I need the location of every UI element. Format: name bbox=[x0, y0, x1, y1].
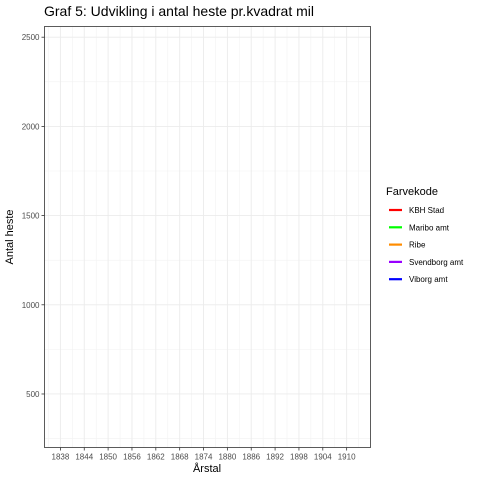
legend-label: Maribo amt bbox=[409, 223, 450, 232]
x-tick-label: 1892 bbox=[266, 453, 284, 462]
legend: Farvekode KBH Stad Maribo amt Ribe Svendbor… bbox=[386, 186, 464, 284]
y-tick-label: 500 bbox=[26, 390, 40, 399]
x-axis: 1838 1844 1850 1856 1862 1868 1874 1880 1886 1892… bbox=[52, 447, 356, 462]
x-tick-label: 1856 bbox=[123, 453, 141, 462]
chart-title: Graf 5: Udvikling i antal heste pr.kvadr… bbox=[44, 3, 314, 19]
y-tick-label: 1500 bbox=[22, 212, 40, 221]
y-axis-title: Antal heste bbox=[4, 209, 16, 264]
x-tick-label: 1862 bbox=[147, 453, 165, 462]
x-tick-label: 1904 bbox=[314, 453, 332, 462]
legend-label: KBH Stad bbox=[409, 206, 444, 215]
x-tick-label: 1868 bbox=[171, 453, 189, 462]
legend-title: Farvekode bbox=[386, 186, 438, 198]
y-tick-label: 2000 bbox=[22, 122, 40, 131]
x-tick-label: 1880 bbox=[218, 453, 236, 462]
minor-gridlines bbox=[44, 26, 371, 448]
x-tick-label: 1838 bbox=[52, 453, 70, 462]
major-gridlines bbox=[44, 26, 371, 448]
legend-item: Viborg amt bbox=[389, 275, 448, 284]
legend-item: KBH Stad bbox=[389, 206, 444, 215]
y-tick-label: 1000 bbox=[22, 301, 40, 310]
x-axis-title: Årstal bbox=[193, 462, 221, 475]
legend-item: Ribe bbox=[389, 241, 426, 250]
x-tick-label: 1874 bbox=[195, 453, 213, 462]
legend-item: Maribo amt bbox=[389, 223, 450, 232]
x-tick-label: 1844 bbox=[75, 453, 93, 462]
x-tick-label: 1910 bbox=[338, 453, 356, 462]
x-tick-label: 1898 bbox=[290, 453, 308, 462]
plot-panel bbox=[44, 26, 371, 448]
y-axis: 500 1000 1500 2000 2500 bbox=[22, 33, 45, 399]
y-tick-label: 2500 bbox=[22, 33, 40, 42]
legend-label: Svendborg amt bbox=[409, 258, 464, 267]
legend-label: Viborg amt bbox=[409, 275, 448, 284]
legend-item: Svendborg amt bbox=[389, 258, 464, 267]
x-tick-label: 1886 bbox=[242, 453, 260, 462]
x-tick-label: 1850 bbox=[99, 453, 117, 462]
legend-label: Ribe bbox=[409, 241, 426, 250]
